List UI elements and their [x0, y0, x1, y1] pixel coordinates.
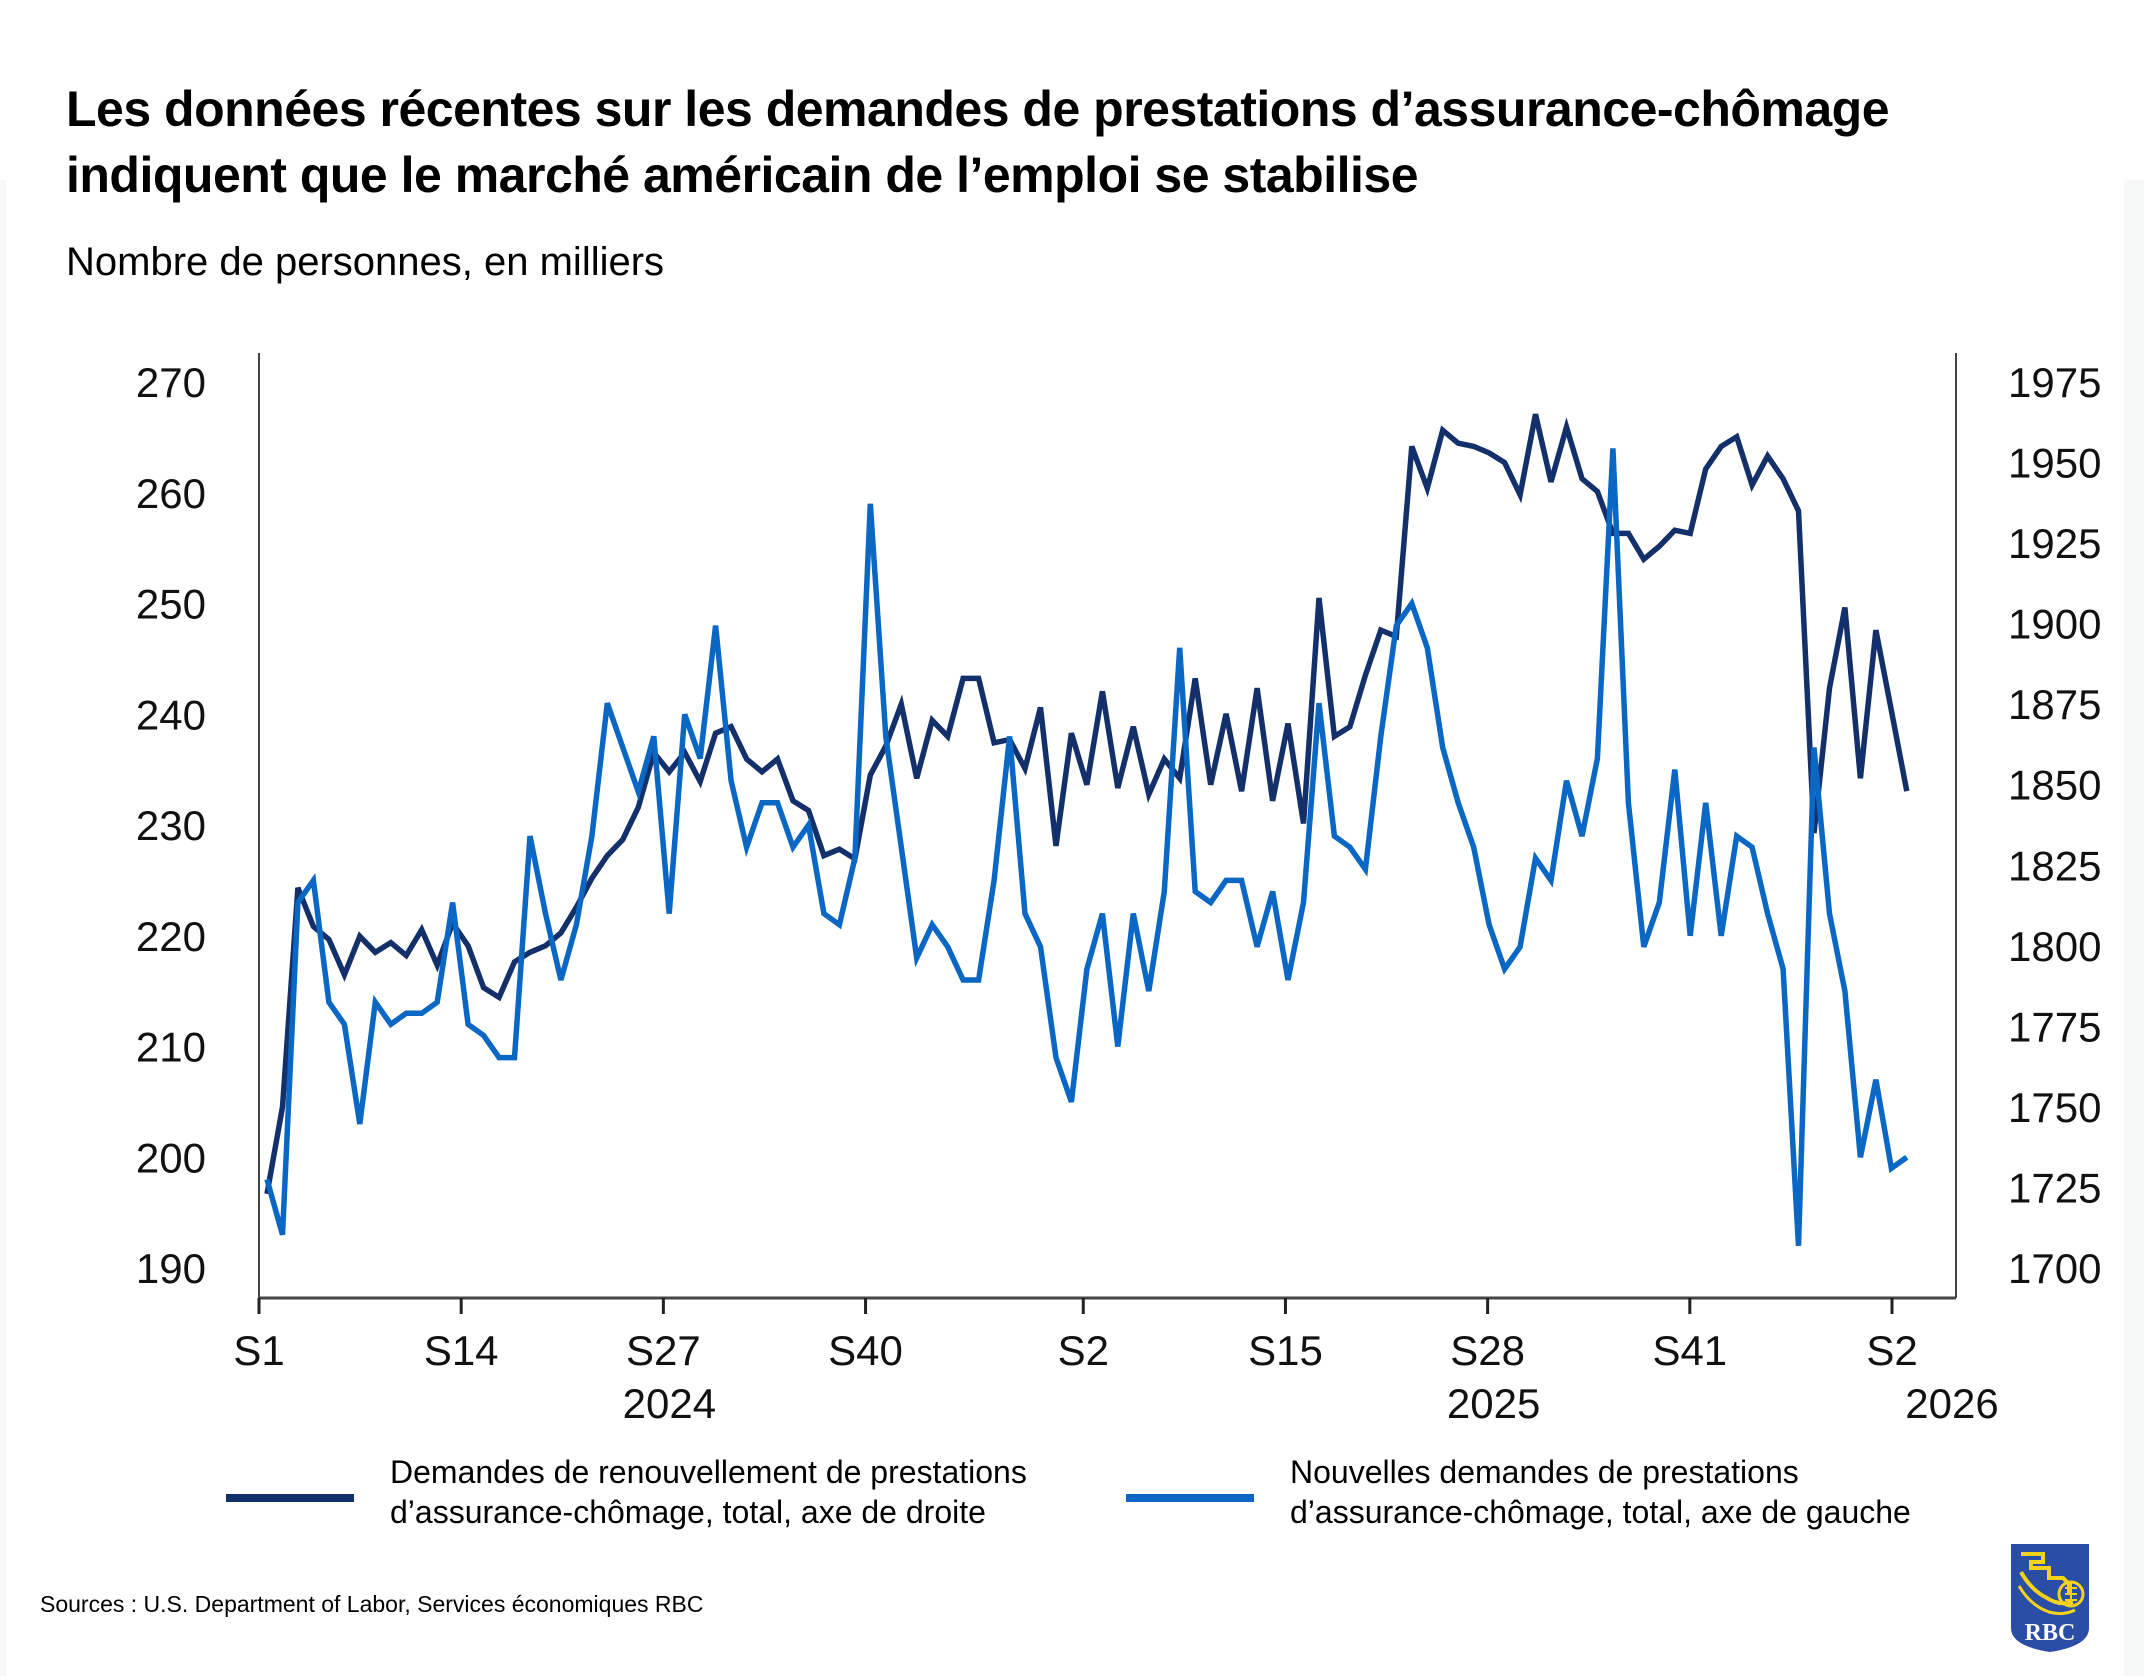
- left-tick-label: 220: [136, 913, 206, 960]
- left-tick-label: 270: [136, 359, 206, 406]
- x-tick-label: S27: [626, 1327, 701, 1374]
- x-tick-label: S41: [1652, 1327, 1727, 1374]
- x-tick-label: S2: [1058, 1327, 1109, 1374]
- legend-item-initial: Nouvelles demandes de prestations d’assu…: [1126, 1452, 1990, 1532]
- legend-swatch-continuing: [226, 1494, 354, 1502]
- x-tick-label: S28: [1450, 1327, 1525, 1374]
- chart-title: Les données récentes sur les demandes de…: [66, 81, 1890, 203]
- legend-item-continuing: Demandes de renouvellement de prestation…: [226, 1452, 1090, 1532]
- x-axis: S1 S14 S27 2024 S40 S2 S15 S28 2025 S41 S2 2026: [233, 1298, 1999, 1427]
- chart: 190 200 210 220 230 240 250 260 270 1700 1725 1750…: [136, 353, 2101, 1427]
- right-tick-label: 1900: [2008, 601, 2101, 648]
- right-tick-label: 1825: [2008, 842, 2101, 889]
- series-line-initial: [264, 448, 1909, 1246]
- legend-label-continuing: Demandes de renouvellement de prestation…: [390, 1454, 1027, 1530]
- legend-label-initial: Nouvelles demandes de prestations d’assu…: [1290, 1454, 1911, 1530]
- right-tick-label: 1700: [2008, 1245, 2101, 1292]
- right-tick-label: 1775: [2008, 1003, 2101, 1050]
- right-tick-label: 1750: [2008, 1084, 2101, 1131]
- x-tick-label: S14: [424, 1327, 499, 1374]
- left-tick-label: 240: [136, 691, 206, 738]
- svg-text:RBC: RBC: [2025, 1620, 2076, 1646]
- left-tick-label: 260: [136, 470, 206, 517]
- left-tick-label: 200: [136, 1134, 206, 1181]
- right-tick-label: 1725: [2008, 1164, 2101, 1211]
- x-tick-label: S15: [1248, 1327, 1323, 1374]
- page-edge-left: [0, 180, 6, 1676]
- chart-subtitle: Nombre de personnes, en milliers: [66, 240, 665, 284]
- right-tick-label: 1800: [2008, 923, 2101, 970]
- x-year-label: 2026: [1905, 1380, 1998, 1427]
- legend-swatch-initial: [1126, 1494, 1254, 1502]
- rbc-logo-icon: RBC: [2011, 1544, 2089, 1652]
- x-tick-label: S1: [233, 1327, 284, 1374]
- left-tick-label: 250: [136, 581, 206, 628]
- sources-note: Sources : U.S. Department of Labor, Serv…: [40, 1591, 704, 1617]
- left-tick-label: 210: [136, 1024, 206, 1071]
- x-year-label: 2024: [623, 1380, 716, 1427]
- right-tick-label: 1925: [2008, 520, 2101, 567]
- left-tick-label: 190: [136, 1245, 206, 1292]
- plot-frame: [258, 353, 1957, 1300]
- left-axis: 190 200 210 220 230 240 250 260 270: [136, 359, 206, 1292]
- page-edge-right: [2124, 180, 2144, 1676]
- right-tick-label: 1850: [2008, 762, 2101, 809]
- series-line-continuing: [264, 413, 1910, 1195]
- right-tick-label: 1875: [2008, 681, 2101, 728]
- x-year-label: 2025: [1447, 1380, 1540, 1427]
- left-tick-label: 230: [136, 802, 206, 849]
- right-tick-label: 1950: [2008, 440, 2101, 487]
- series-lines: [264, 413, 1910, 1246]
- right-tick-label: 1975: [2008, 359, 2101, 406]
- x-tick-label: S2: [1866, 1327, 1917, 1374]
- x-tick-label: S40: [828, 1327, 903, 1374]
- right-axis: 1700 1725 1750 1775 1800 1825 1850 1875 1900 1925…: [2008, 359, 2101, 1292]
